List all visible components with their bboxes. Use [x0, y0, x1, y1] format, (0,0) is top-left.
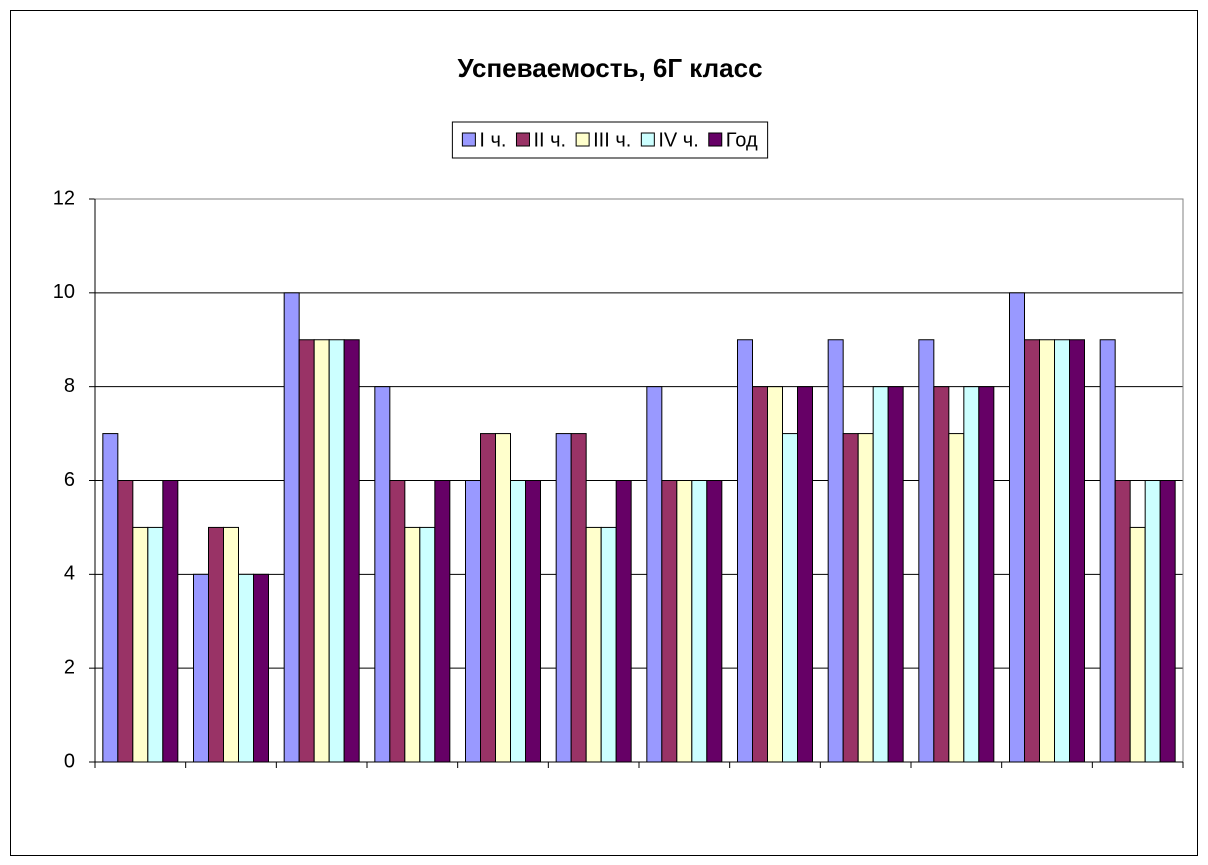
bar — [374, 386, 391, 763]
bar — [555, 433, 572, 763]
legend-label: III ч. — [593, 129, 631, 151]
bar — [208, 526, 224, 763]
bar — [570, 433, 587, 763]
legend-label: II ч. — [533, 129, 566, 151]
bar — [872, 386, 889, 763]
legend-swatch — [640, 132, 655, 147]
legend-label: Год — [726, 129, 758, 151]
bar — [389, 480, 406, 763]
bar — [887, 386, 904, 763]
bar — [737, 339, 753, 763]
y-tick-label: 8 — [64, 375, 75, 397]
bar — [1144, 480, 1161, 763]
bar — [343, 339, 360, 763]
bar — [963, 386, 980, 763]
y-tick-label: 6 — [64, 469, 75, 491]
bar — [585, 526, 602, 763]
bar — [1129, 526, 1146, 763]
legend-label: IV ч. — [658, 129, 698, 151]
y-tick-label: 10 — [53, 281, 75, 303]
bar — [117, 480, 134, 763]
bar — [782, 433, 798, 763]
bar — [1114, 480, 1131, 763]
bar — [615, 480, 632, 763]
legend-label: I ч. — [479, 129, 506, 151]
bar — [404, 526, 421, 763]
bar — [1039, 339, 1055, 763]
bar — [661, 480, 678, 763]
bar — [706, 480, 723, 763]
chart-title: Успеваемость, 6Г класс — [457, 53, 762, 83]
bar — [857, 433, 874, 763]
bar — [1054, 339, 1070, 763]
bar — [193, 573, 209, 763]
bar — [510, 480, 526, 763]
bar — [328, 339, 345, 763]
legend-swatch — [461, 132, 476, 147]
y-tick-label: 4 — [64, 563, 75, 585]
bar — [646, 386, 663, 763]
bar — [676, 480, 693, 763]
bar — [948, 433, 965, 763]
bar — [1069, 339, 1085, 763]
bar — [102, 433, 119, 763]
bar — [600, 526, 617, 763]
bar — [434, 480, 451, 763]
bar — [842, 433, 859, 763]
bar — [525, 480, 541, 763]
bar — [691, 480, 708, 763]
bar — [298, 339, 315, 763]
bar — [827, 339, 844, 763]
bar — [797, 386, 813, 763]
bar — [223, 526, 239, 763]
bar — [132, 526, 149, 763]
bar — [1099, 339, 1116, 763]
bar — [480, 433, 496, 763]
bar — [978, 386, 995, 763]
bar — [918, 339, 935, 763]
bar — [495, 433, 511, 763]
legend-box — [451, 121, 769, 159]
bar — [313, 339, 330, 763]
bar — [1159, 480, 1176, 763]
bar — [1024, 339, 1040, 763]
bar — [147, 526, 164, 763]
bar — [162, 480, 179, 763]
legend: I ч. II ч. III ч. IV ч. Год — [451, 121, 769, 159]
bar — [253, 573, 269, 763]
bar — [283, 292, 300, 763]
legend-swatch — [515, 132, 530, 147]
bar — [752, 386, 768, 763]
y-tick-label: 0 — [64, 750, 75, 772]
bar — [767, 386, 783, 763]
y-tick-label: 12 — [53, 187, 75, 209]
bar — [238, 573, 254, 763]
bar — [465, 480, 481, 763]
y-tick-label: 2 — [64, 656, 75, 678]
bar — [419, 526, 436, 763]
legend-swatch — [575, 132, 590, 147]
bar — [1009, 292, 1025, 763]
bar — [933, 386, 950, 763]
legend-swatch — [708, 132, 723, 147]
